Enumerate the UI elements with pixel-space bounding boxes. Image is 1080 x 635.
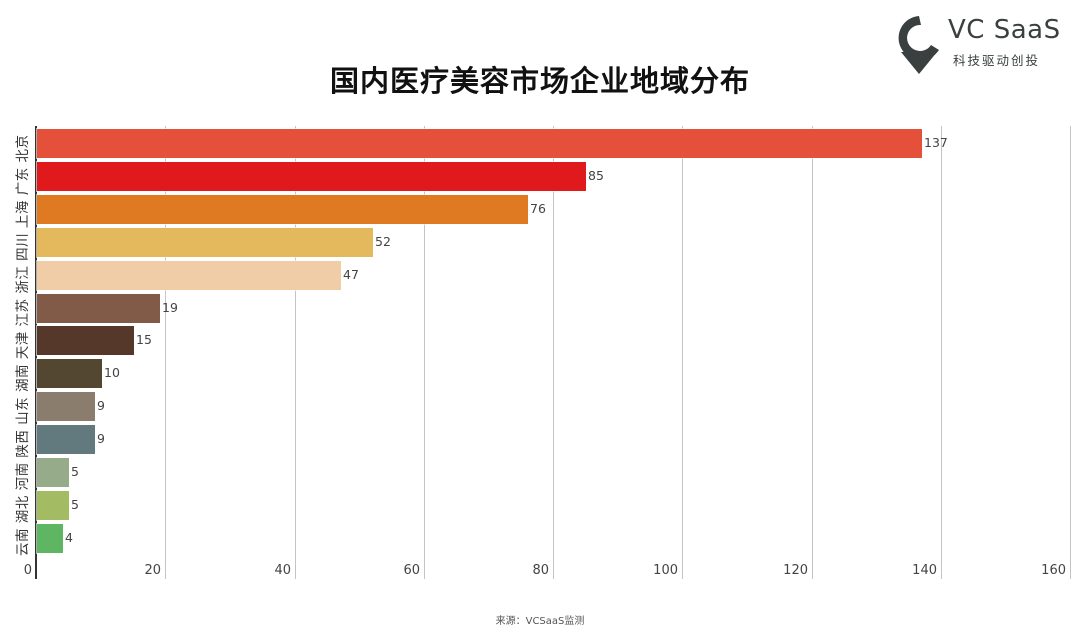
x-tick-label: 40 (274, 563, 291, 578)
bar-北京 (37, 129, 922, 158)
bar-value-label: 9 (97, 398, 105, 413)
bar-value-label: 85 (588, 168, 604, 183)
y-axis-category-labels: 云南 湖北 河南 陕西 山东 湖南 天津 江苏 浙江 四川 上海 广东 北京 (15, 134, 31, 557)
logo-tagline: 科技驱动创投 (953, 53, 1041, 68)
gridline (941, 126, 942, 579)
gridline (165, 126, 166, 579)
x-tick-label: 100 (653, 563, 678, 578)
bar-value-label: 10 (104, 365, 120, 380)
bar-value-label: 47 (343, 267, 359, 282)
bar-浙江 (37, 261, 341, 290)
bar-江苏 (37, 294, 160, 323)
x-tick-label: 80 (532, 563, 549, 578)
vcsaas-logo: VC SaaS 科技驱动创投 (893, 12, 1073, 78)
y-axis-line (35, 126, 37, 579)
x-tick-label: 20 (144, 563, 161, 578)
gridline (424, 126, 425, 579)
bar-广东 (37, 162, 586, 191)
x-tick-label: 160 (1041, 563, 1066, 578)
gridline (812, 126, 813, 579)
bar-value-label: 9 (97, 431, 105, 446)
bar-value-label: 19 (162, 300, 178, 315)
gridline (553, 126, 554, 579)
bar-上海 (37, 195, 528, 224)
bar-value-label: 15 (136, 332, 152, 347)
bar-湖北 (37, 491, 69, 520)
bar-湖南 (37, 359, 102, 388)
logo-name: VC SaaS (948, 15, 1061, 45)
gridline (295, 126, 296, 579)
x-tick-label: 140 (912, 563, 937, 578)
bar-山东 (37, 392, 95, 421)
x-tick-label: 0 (23, 563, 32, 578)
bar-天津 (37, 326, 134, 355)
bar-value-label: 5 (71, 497, 79, 512)
bar-value-label: 52 (375, 234, 391, 249)
source-note: 来源：VCSaaS监测 (495, 616, 585, 627)
bar-value-label: 4 (65, 530, 73, 545)
bar-四川 (37, 228, 373, 257)
x-tick-label: 120 (783, 563, 808, 578)
bar-陕西 (37, 425, 95, 454)
logo-mark-icon (898, 16, 939, 74)
bar-河南 (37, 458, 69, 487)
chart-title: 国内医疗美容市场企业地域分布 (329, 64, 750, 98)
bar-value-label: 5 (71, 464, 79, 479)
bar-云南 (37, 524, 63, 553)
bar-value-label: 137 (924, 135, 948, 150)
bar-value-label: 76 (530, 201, 546, 216)
gridline (1070, 126, 1071, 579)
gridline (682, 126, 683, 579)
x-tick-label: 60 (403, 563, 420, 578)
